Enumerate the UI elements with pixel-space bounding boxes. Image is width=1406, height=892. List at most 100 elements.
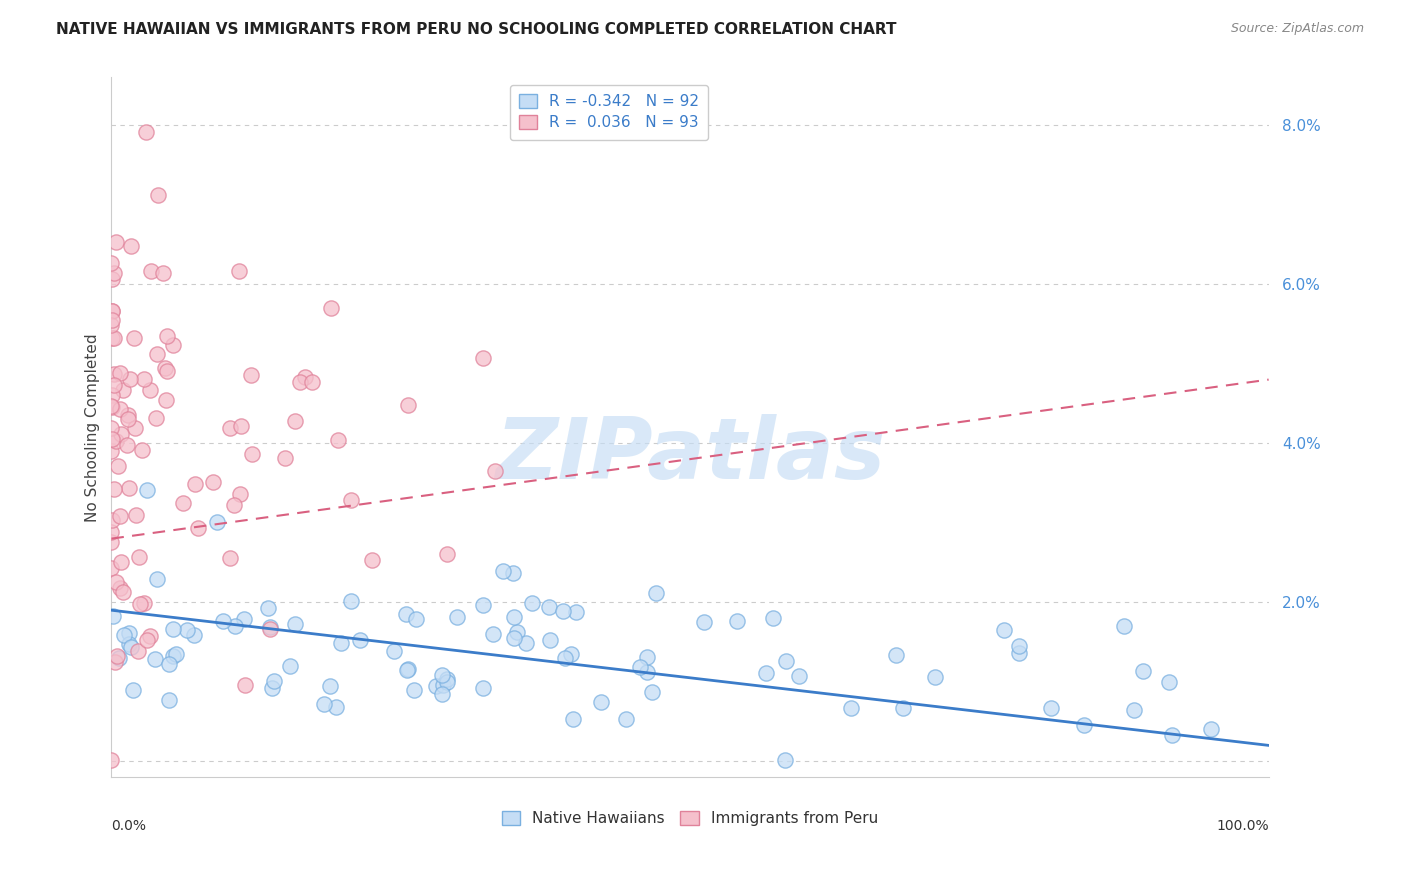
Point: [176, 623, 198, 637]
Y-axis label: No Schooling Completed: No Schooling Completed: [86, 333, 100, 522]
Point: [100, 399, 122, 413]
Point: [105, 235, 128, 249]
Point: [132, 596, 155, 610]
Point: [120, 640, 142, 655]
Point: [108, 650, 131, 665]
Point: [396, 398, 419, 412]
Point: [1008, 640, 1031, 654]
Point: [100, 754, 122, 768]
Point: [319, 679, 342, 693]
Point: [110, 509, 132, 524]
Point: [492, 565, 515, 579]
Point: [103, 378, 125, 392]
Point: [107, 458, 129, 473]
Point: [162, 622, 184, 636]
Point: [537, 599, 560, 614]
Point: [117, 412, 139, 426]
Point: [432, 678, 454, 692]
Point: [312, 698, 335, 712]
Point: [218, 550, 240, 565]
Point: [152, 266, 174, 280]
Point: [157, 692, 180, 706]
Point: [143, 652, 166, 666]
Point: [101, 303, 124, 318]
Point: [141, 263, 163, 277]
Point: [165, 647, 187, 661]
Point: [993, 624, 1015, 638]
Point: [645, 586, 668, 600]
Point: [628, 660, 651, 674]
Point: [471, 351, 494, 365]
Point: [349, 632, 371, 647]
Point: [1039, 701, 1062, 715]
Point: [725, 614, 748, 628]
Point: [259, 622, 281, 636]
Point: [484, 464, 506, 478]
Point: [183, 476, 205, 491]
Point: [101, 313, 124, 327]
Point: [103, 367, 125, 381]
Point: [636, 665, 658, 679]
Point: [112, 628, 135, 642]
Point: [1132, 665, 1154, 679]
Point: [1073, 717, 1095, 731]
Point: [891, 701, 914, 715]
Point: [259, 620, 281, 634]
Point: [240, 447, 263, 461]
Text: Source: ZipAtlas.com: Source: ZipAtlas.com: [1230, 22, 1364, 36]
Point: [100, 331, 122, 345]
Point: [1161, 728, 1184, 742]
Point: [562, 712, 585, 726]
Point: [446, 610, 468, 624]
Point: [162, 649, 184, 664]
Point: [278, 659, 301, 673]
Point: [100, 444, 122, 458]
Point: [884, 648, 907, 662]
Point: [540, 632, 562, 647]
Point: [614, 712, 637, 726]
Point: [693, 615, 716, 630]
Point: [104, 656, 127, 670]
Point: [228, 264, 250, 278]
Point: [103, 331, 125, 345]
Point: [233, 678, 256, 692]
Point: [146, 188, 169, 202]
Point: [118, 626, 141, 640]
Point: [1114, 619, 1136, 633]
Point: [755, 666, 778, 681]
Point: [139, 629, 162, 643]
Point: [128, 550, 150, 565]
Point: [636, 649, 658, 664]
Point: [100, 560, 122, 574]
Point: [301, 375, 323, 389]
Point: [425, 679, 447, 693]
Point: [134, 372, 156, 386]
Point: [1199, 723, 1222, 737]
Point: [436, 672, 458, 686]
Point: [162, 337, 184, 351]
Point: [105, 434, 128, 448]
Point: [118, 481, 141, 495]
Point: [1122, 703, 1144, 717]
Point: [430, 687, 453, 701]
Point: [263, 674, 285, 689]
Point: [103, 266, 125, 280]
Point: [551, 604, 574, 618]
Point: [340, 594, 363, 608]
Point: [257, 600, 280, 615]
Point: [100, 420, 122, 434]
Point: [183, 628, 205, 642]
Point: [146, 347, 169, 361]
Point: [120, 239, 142, 253]
Point: [436, 547, 458, 561]
Point: [229, 487, 252, 501]
Point: [139, 383, 162, 397]
Point: [502, 566, 524, 581]
Point: [924, 670, 946, 684]
Point: [131, 443, 153, 458]
Point: [128, 597, 150, 611]
Point: [565, 605, 588, 619]
Point: [121, 682, 143, 697]
Legend: Native Hawaiians, Immigrants from Peru: Native Hawaiians, Immigrants from Peru: [496, 805, 884, 832]
Point: [502, 610, 524, 624]
